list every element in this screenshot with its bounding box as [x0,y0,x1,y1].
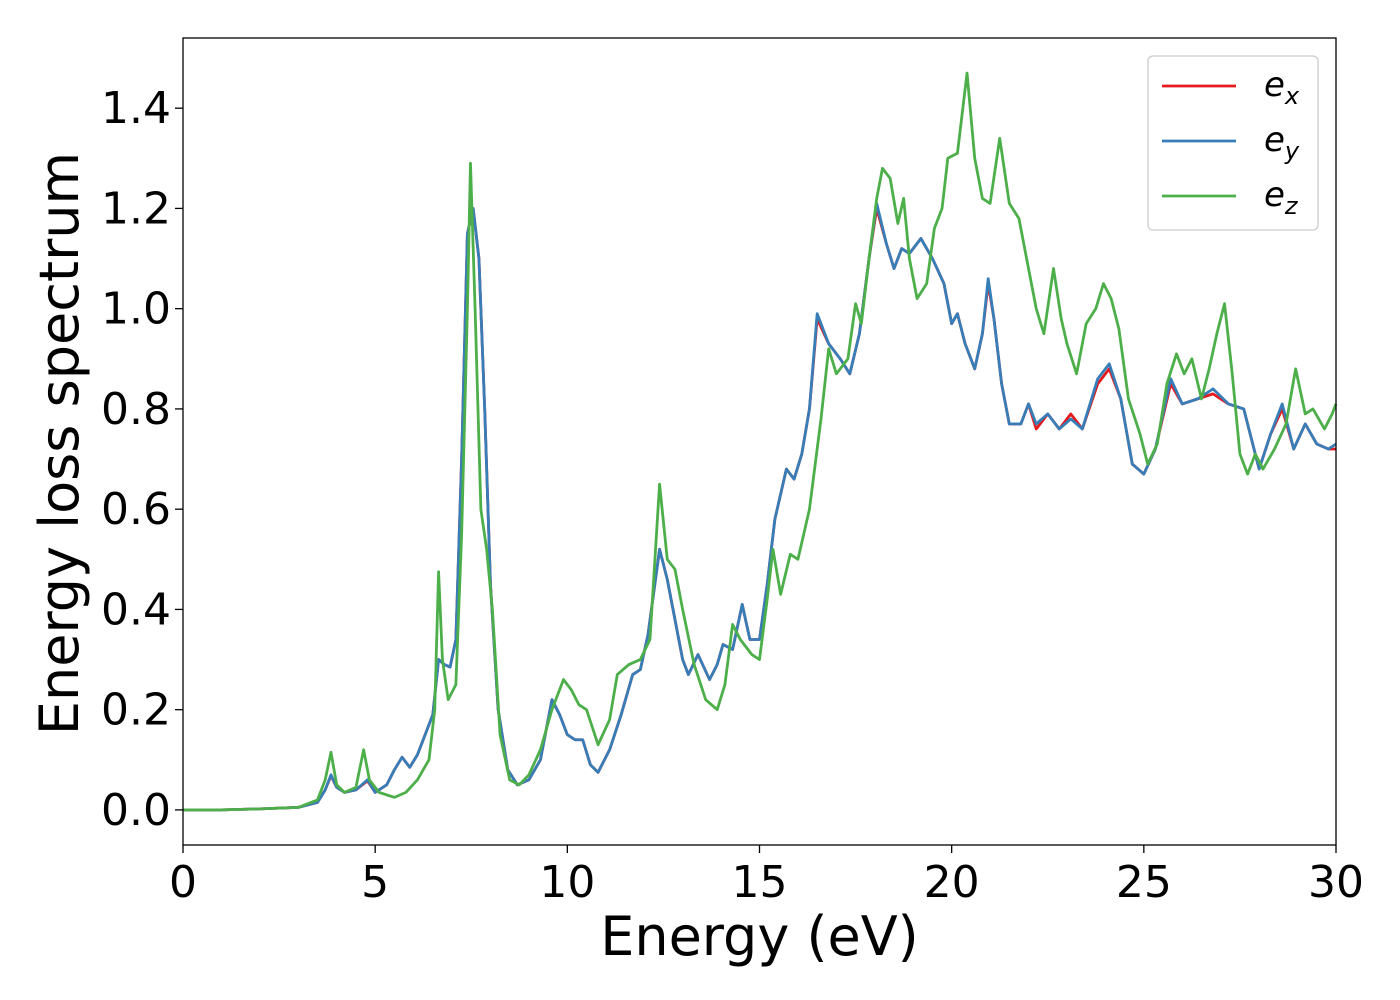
y-axis-label: Energy loss spectrum [28,152,91,735]
y-tick-label: 1.4 [101,83,171,134]
x-tick-label: 25 [1116,857,1172,908]
x-axis-label: Energy (eV) [600,905,919,968]
series-line-z [183,71,1338,812]
series-line-y [183,202,1337,812]
y-tick-label: 1.2 [101,183,171,234]
y-tick-label: 0.0 [101,785,171,836]
x-tick-label: 20 [924,857,980,908]
legend-box [1147,55,1319,231]
x-tick-label: 15 [732,857,788,908]
legend-label-y: ey [1264,120,1300,165]
series-layer [183,71,1338,812]
x-tick-label: 0 [169,857,197,908]
y-tick-label: 1.0 [101,284,171,335]
y-tick-label: 0.8 [101,384,171,435]
x-tick-label: 5 [361,857,389,908]
legend-label-z: ez [1264,175,1299,220]
x-axis-ticks: 0 5 10 15 20 25 30 [169,845,1364,908]
legend-label-x: ex [1264,65,1300,110]
series-line-x [183,207,1336,812]
x-tick-label: 10 [539,857,595,908]
y-tick-label: 0.2 [101,685,171,736]
y-axis-ticks: 0.0 0.2 0.4 0.6 0.8 1.0 1.2 1.4 [101,83,183,836]
x-tick-label: 30 [1308,857,1364,908]
y-tick-label: 0.4 [101,584,171,635]
legend: ex ey ez [1147,55,1319,231]
y-tick-label: 0.6 [101,484,171,535]
